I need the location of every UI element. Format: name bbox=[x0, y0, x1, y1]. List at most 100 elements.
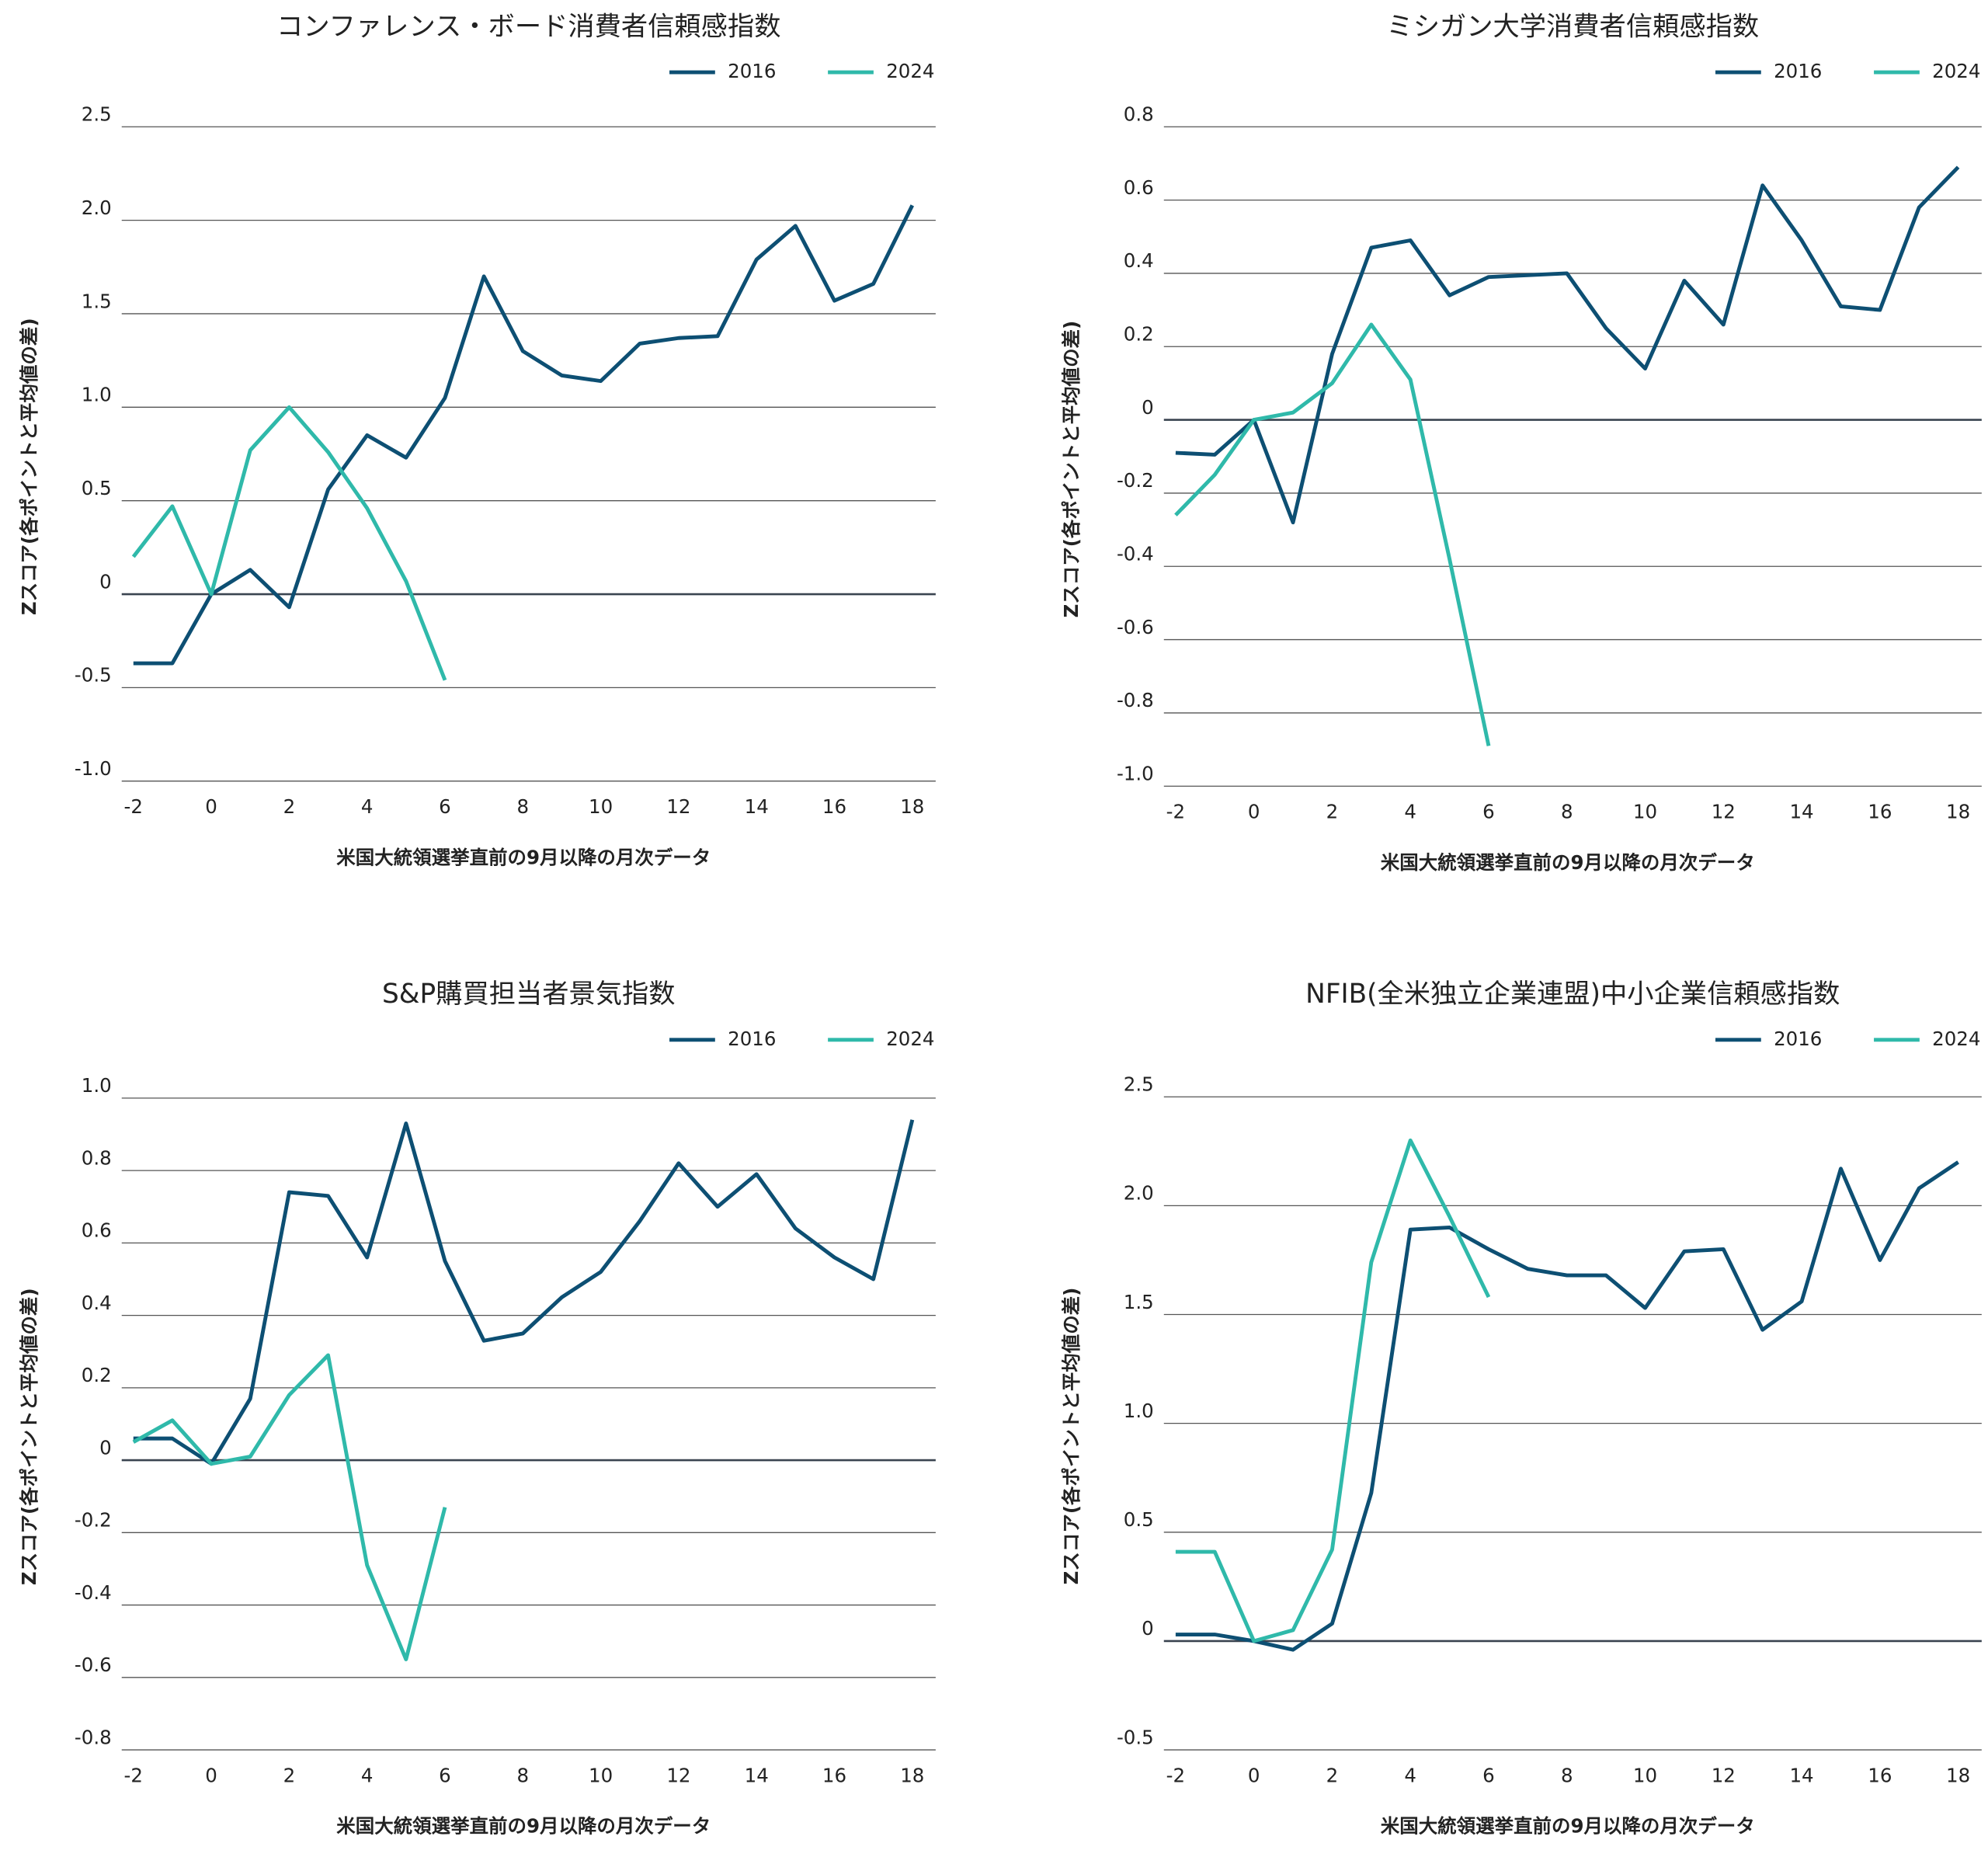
x-tick-label: 4 bbox=[1404, 801, 1416, 823]
x-tick-label: 16 bbox=[1868, 801, 1892, 823]
y-tick-label: 1.5 bbox=[82, 290, 112, 312]
y-tick-label: 0.2 bbox=[82, 1364, 112, 1386]
series-line bbox=[131, 405, 447, 681]
y-tick-label: 1.0 bbox=[82, 1074, 112, 1097]
y-tick-label: 0.2 bbox=[1124, 323, 1154, 346]
legend-label: 2016 bbox=[1774, 1028, 1822, 1050]
chart: ミシガン大学消費者信頼感指数 0.8 0.6 0.4 0.2 0 -0.2 -0.4 -0.6 -… bbox=[1060, 11, 1982, 874]
x-tick-label: 14 bbox=[745, 795, 769, 818]
y-tick-label: -1.0 bbox=[1117, 763, 1154, 785]
x-tick-label: 12 bbox=[1712, 1764, 1736, 1786]
series-line bbox=[1175, 1138, 1491, 1643]
y-tick-label: 0 bbox=[1142, 396, 1154, 419]
x-tick-label: 14 bbox=[1789, 801, 1813, 823]
x-tick-label: 0 bbox=[205, 795, 217, 818]
y-tick-label: -0.5 bbox=[75, 664, 112, 687]
y-tick-label: -0.8 bbox=[1117, 689, 1154, 711]
y-tick-label: -0.6 bbox=[1117, 616, 1154, 638]
x-tick-label: 4 bbox=[361, 795, 374, 818]
y-tick-label: -0.4 bbox=[1117, 543, 1154, 565]
x-tick-label: 10 bbox=[1633, 801, 1657, 823]
x-tick-label: 12 bbox=[666, 795, 690, 818]
x-tick-label: -2 bbox=[1166, 1764, 1185, 1786]
legend-label: 2016 bbox=[728, 60, 776, 82]
y-tick-label: -0.5 bbox=[1117, 1726, 1154, 1748]
y-tick-label: 0 bbox=[99, 1436, 112, 1459]
x-tick-label: 2 bbox=[1326, 1764, 1339, 1786]
y-tick-label: -0.2 bbox=[1117, 469, 1154, 492]
x-axis-label: 米国大統領選挙直前の9月以降の月次データ bbox=[1381, 1815, 1755, 1838]
x-tick-label: 0 bbox=[205, 1764, 217, 1786]
x-tick-label: 16 bbox=[1868, 1764, 1892, 1786]
x-tick-label: -2 bbox=[124, 1764, 143, 1786]
y-tick-label: -0.6 bbox=[75, 1654, 112, 1676]
y-tick-label: 0.4 bbox=[1124, 249, 1154, 272]
chart-title: コンファレンス・ボード消費者信頼感指数 bbox=[276, 11, 780, 42]
x-tick-label: 8 bbox=[1561, 1764, 1573, 1786]
chart: コンファレンス・ボード消費者信頼感指数 2.5 2.0 1.5 1.0 0.5 0 -0.5 -… bbox=[18, 11, 936, 868]
y-tick-label: -0.4 bbox=[75, 1581, 112, 1604]
x-tick-label: 18 bbox=[1946, 1764, 1970, 1786]
x-tick-label: 14 bbox=[1789, 1764, 1813, 1786]
x-tick-label: 16 bbox=[822, 795, 846, 818]
series-line bbox=[1175, 165, 1960, 525]
y-tick-label: 0.5 bbox=[1124, 1508, 1154, 1531]
y-tick-label: 2.0 bbox=[1124, 1182, 1154, 1205]
x-tick-label: 4 bbox=[361, 1764, 374, 1786]
x-tick-label: 18 bbox=[900, 1764, 924, 1786]
legend-label: 2024 bbox=[1932, 60, 1980, 82]
y-axis-label: Zスコア(各ポイントと平均値の差) bbox=[1060, 1288, 1083, 1585]
y-axis-label: Zスコア(各ポイントと平均値の差) bbox=[18, 318, 40, 615]
y-tick-label: -0.8 bbox=[75, 1726, 112, 1748]
series-line bbox=[1175, 1160, 1959, 1652]
x-tick-label: 16 bbox=[822, 1764, 846, 1786]
x-tick-label: 8 bbox=[517, 1764, 530, 1786]
y-tick-label: 0 bbox=[99, 570, 112, 593]
y-axis-label: Zスコア(各ポイントと平均値の差) bbox=[18, 1288, 40, 1585]
x-tick-label: 0 bbox=[1248, 801, 1260, 823]
legend-label: 2016 bbox=[728, 1028, 776, 1050]
x-tick-label: 6 bbox=[439, 1764, 451, 1786]
series-line bbox=[133, 204, 915, 666]
series-line bbox=[133, 1119, 915, 1466]
legend-label: 2016 bbox=[1774, 60, 1822, 82]
x-tick-label: 8 bbox=[517, 795, 530, 818]
x-tick-label: 18 bbox=[1946, 801, 1970, 823]
y-tick-label: 1.0 bbox=[82, 384, 112, 406]
y-axis-label: Zスコア(各ポイントと平均値の差) bbox=[1060, 321, 1083, 618]
y-tick-label: 0.4 bbox=[82, 1292, 112, 1314]
legend-label: 2024 bbox=[1932, 1028, 1980, 1050]
y-tick-label: 0 bbox=[1142, 1617, 1154, 1640]
x-tick-label: 12 bbox=[666, 1764, 690, 1786]
chart: S&P購買担当者景気指数 1.0 0.8 0.6 0.4 0.2 0 -0.2 -0.4 -0.6… bbox=[18, 979, 936, 1838]
y-tick-label: 0.8 bbox=[1124, 103, 1154, 126]
x-tick-label: 4 bbox=[1404, 1764, 1416, 1786]
x-tick-label: 12 bbox=[1712, 801, 1736, 823]
x-axis-label: 米国大統領選挙直前の9月以降の月次データ bbox=[1381, 851, 1755, 874]
y-tick-label: -1.0 bbox=[75, 757, 112, 780]
y-tick-label: 2.0 bbox=[82, 196, 112, 219]
chart-title: S&P購買担当者景気指数 bbox=[382, 979, 676, 1010]
x-tick-label: 10 bbox=[589, 795, 613, 818]
x-tick-label: 10 bbox=[1633, 1764, 1657, 1786]
y-tick-label: 2.5 bbox=[82, 103, 112, 126]
x-axis-label: 米国大統領選挙直前の9月以降の月次データ bbox=[336, 1815, 711, 1838]
x-tick-label: -2 bbox=[1166, 801, 1185, 823]
chart-title: NFIB(全米独立企業連盟)中小企業信頼感指数 bbox=[1305, 979, 1840, 1010]
x-tick-label: 0 bbox=[1248, 1764, 1260, 1786]
x-axis-label: 米国大統領選挙直前の9月以降の月次データ bbox=[336, 846, 711, 868]
y-tick-label: 1.5 bbox=[1124, 1291, 1154, 1313]
legend-label: 2024 bbox=[886, 1028, 934, 1050]
x-tick-label: 10 bbox=[589, 1764, 613, 1786]
x-tick-label: 6 bbox=[439, 795, 451, 818]
x-tick-label: 2 bbox=[283, 1764, 296, 1786]
x-tick-label: -2 bbox=[124, 795, 143, 818]
series-line bbox=[1174, 322, 1491, 746]
legend-label: 2024 bbox=[886, 60, 934, 82]
x-tick-label: 6 bbox=[1482, 1764, 1495, 1786]
y-tick-label: 0.8 bbox=[82, 1146, 112, 1169]
y-tick-label: 1.0 bbox=[1124, 1400, 1154, 1422]
x-tick-label: 8 bbox=[1561, 801, 1573, 823]
y-tick-label: 0.6 bbox=[1124, 176, 1154, 199]
series-line bbox=[132, 1353, 447, 1661]
